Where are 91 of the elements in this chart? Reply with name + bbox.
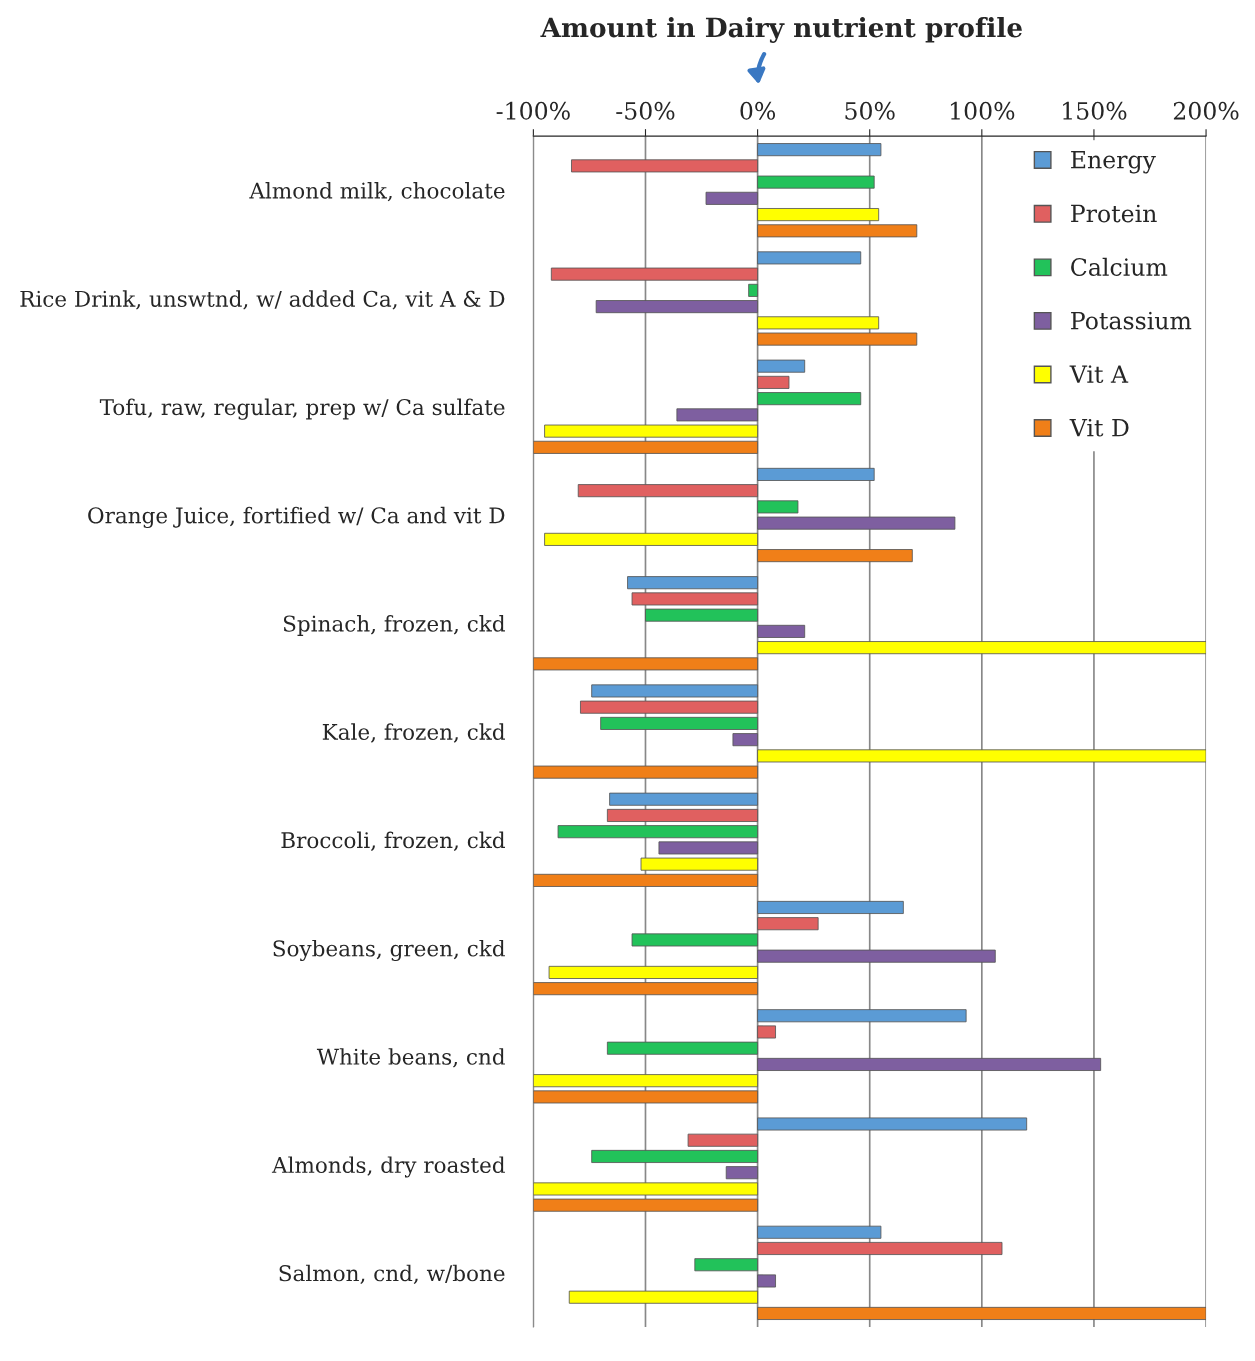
bar xyxy=(544,532,759,546)
bar xyxy=(533,873,759,887)
bar xyxy=(591,1149,759,1163)
bar xyxy=(548,965,759,979)
bar xyxy=(757,208,880,222)
bar xyxy=(600,716,759,730)
bar xyxy=(571,159,759,173)
chart-title: Amount in Dairy nutrient profile xyxy=(540,16,1022,43)
x-tick-label: -50% xyxy=(616,101,675,120)
bar xyxy=(705,191,759,205)
bar xyxy=(725,1166,759,1180)
bar xyxy=(533,440,759,454)
bar xyxy=(757,392,862,406)
bar xyxy=(757,749,1207,763)
bar xyxy=(640,857,759,871)
y-tick-label: Orange Juice, fortified w/ Ca and vit D xyxy=(88,506,505,528)
legend-label: Vit A xyxy=(1069,365,1129,384)
bar xyxy=(757,143,882,157)
bar xyxy=(533,765,759,779)
bar xyxy=(595,300,759,314)
bar xyxy=(757,516,956,530)
bar xyxy=(533,1198,759,1212)
bar xyxy=(757,1057,1102,1071)
y-tick-label: Broccoli, frozen, ckd xyxy=(281,831,505,851)
bar xyxy=(757,1025,776,1039)
x-tick-label: 0% xyxy=(740,101,776,120)
bar xyxy=(757,1117,1028,1131)
legend-label: Protein xyxy=(1071,204,1157,223)
bar xyxy=(757,917,819,931)
y-tick-label: Kale, frozen, ckd xyxy=(322,723,505,743)
bar xyxy=(631,592,759,606)
x-tick-label: -100% xyxy=(496,101,570,120)
legend-label: Energy xyxy=(1071,150,1156,174)
bar xyxy=(557,825,759,839)
bar xyxy=(757,467,875,481)
bar xyxy=(757,900,904,914)
bar xyxy=(631,933,759,947)
bar xyxy=(757,641,1207,655)
bar xyxy=(687,1133,759,1147)
bar xyxy=(757,375,790,389)
bar xyxy=(658,841,759,855)
x-tick-label: 100% xyxy=(950,101,1015,120)
bar xyxy=(606,1041,759,1055)
bar xyxy=(544,424,759,438)
bar xyxy=(577,484,759,498)
bar xyxy=(732,733,759,747)
y-tick-label: Spinach, frozen, ckd xyxy=(283,615,505,636)
bar xyxy=(568,1290,759,1304)
bar xyxy=(757,1225,882,1239)
x-tick-label: 50% xyxy=(845,101,895,120)
bar xyxy=(757,1241,1003,1255)
bar xyxy=(757,316,880,330)
bar xyxy=(609,792,759,806)
bar xyxy=(757,175,875,189)
legend-label: Potassium xyxy=(1071,311,1192,330)
bar xyxy=(580,700,759,714)
legend-label: Vit D xyxy=(1069,418,1129,437)
bar xyxy=(676,408,759,422)
bar xyxy=(757,359,806,373)
y-tick-label: Tofu, raw, regular, prep w/ Ca sulfate xyxy=(99,398,505,420)
x-tick-label: 200% xyxy=(1173,101,1239,120)
y-tick-label: Almonds, dry roasted xyxy=(271,1156,505,1178)
bar xyxy=(550,267,759,281)
y-tick-label: Rice Drink, unswtnd, w/ added Ca, vit A & D xyxy=(20,290,505,310)
bar xyxy=(757,549,913,563)
legend-label: Calcium xyxy=(1071,257,1168,276)
bar xyxy=(533,1074,759,1088)
bar xyxy=(757,949,996,963)
bar xyxy=(533,1182,759,1196)
bar xyxy=(757,1009,967,1023)
y-tick-label: Salmon, cnd, w/bone xyxy=(279,1264,505,1284)
bar xyxy=(606,808,759,822)
bar xyxy=(757,500,799,514)
bar xyxy=(757,624,806,638)
bar xyxy=(533,1090,759,1104)
bar xyxy=(591,684,759,698)
bar xyxy=(757,251,862,265)
bar xyxy=(694,1258,759,1272)
bar xyxy=(627,576,759,590)
y-tick-label: White beans, cnd xyxy=(316,1048,505,1068)
bar xyxy=(533,657,759,671)
bar xyxy=(645,608,759,622)
bar xyxy=(757,1306,1207,1320)
bar xyxy=(748,283,759,297)
bar xyxy=(757,1274,776,1288)
bar xyxy=(757,332,918,346)
y-tick-label: Almond milk, chocolate xyxy=(249,182,505,202)
bar xyxy=(757,224,918,238)
x-tick-label: 150% xyxy=(1063,101,1127,120)
y-tick-label: Soybeans, green, ckd xyxy=(273,939,505,962)
bar xyxy=(533,982,759,996)
